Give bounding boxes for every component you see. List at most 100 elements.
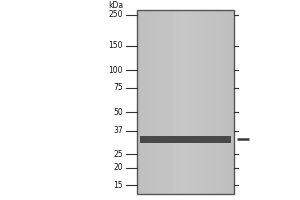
Bar [136,151,234,154]
Bar [154,10,156,194]
Bar [136,117,234,120]
Bar [136,157,234,160]
Bar [205,10,207,194]
Bar [136,47,234,50]
Bar [136,71,234,74]
Bar [136,38,234,41]
Text: 15: 15 [113,181,123,190]
Bar [136,16,234,19]
Bar [136,81,234,84]
Bar [229,10,232,194]
Bar [140,136,231,143]
Bar [136,62,234,65]
Bar [190,10,193,194]
Text: 75: 75 [113,83,123,92]
Bar [136,93,234,96]
Bar [156,10,158,194]
Bar [136,22,234,25]
Text: 100: 100 [109,66,123,75]
Bar [136,65,234,68]
Bar [136,74,234,78]
Bar [207,10,210,194]
Bar [136,99,234,102]
Bar [136,84,234,87]
Bar [200,10,202,194]
Bar [136,163,234,166]
Bar [136,90,234,93]
Bar [136,19,234,22]
Bar [136,142,234,145]
Bar [136,50,234,53]
Bar [197,10,200,194]
Bar [166,10,168,194]
Text: kDa: kDa [108,1,123,10]
Bar [219,10,222,194]
Bar [232,10,234,194]
Bar [149,10,151,194]
Bar [136,124,234,127]
Text: 20: 20 [113,163,123,172]
Bar [136,68,234,71]
Bar [217,10,219,194]
Bar [222,10,224,194]
Bar [168,10,171,194]
Bar [136,188,234,191]
Bar [136,41,234,44]
Bar [185,10,188,194]
Bar [136,120,234,124]
Bar [136,111,234,114]
Bar [214,10,217,194]
Bar [136,148,234,151]
Bar [136,166,234,170]
Bar [176,10,178,194]
Bar [136,173,234,176]
Bar [136,102,234,105]
Bar [173,10,176,194]
Bar [136,56,234,59]
Bar [158,10,161,194]
Bar [224,10,227,194]
Bar [188,10,190,194]
Bar [136,59,234,62]
Bar [195,10,197,194]
Bar [136,10,139,194]
Bar [136,32,234,35]
Bar [136,108,234,111]
Bar [136,114,234,117]
Bar [136,28,234,32]
Bar [141,10,144,194]
Bar [144,10,146,194]
Bar [178,10,180,194]
Bar [136,154,234,157]
Bar [136,10,234,13]
Bar [151,10,154,194]
Bar [136,25,234,28]
Bar [136,191,234,194]
Bar [227,10,229,194]
Bar [180,10,183,194]
Text: 150: 150 [109,41,123,50]
Bar [136,182,234,185]
Bar [136,35,234,38]
Text: 50: 50 [113,108,123,117]
Bar [136,176,234,179]
Bar [146,10,149,194]
Bar [193,10,195,194]
Bar [183,10,185,194]
Bar [139,10,141,194]
Text: 37: 37 [113,126,123,135]
Bar [136,96,234,99]
Bar [136,139,234,142]
Bar [136,53,234,56]
Bar [136,13,234,16]
Bar [136,136,234,139]
Bar [163,10,166,194]
Bar [202,10,205,194]
Bar [171,10,173,194]
Bar [136,87,234,90]
Bar [136,145,234,148]
Bar [212,10,214,194]
Bar [210,10,212,194]
Bar [161,10,163,194]
Bar [136,130,234,133]
